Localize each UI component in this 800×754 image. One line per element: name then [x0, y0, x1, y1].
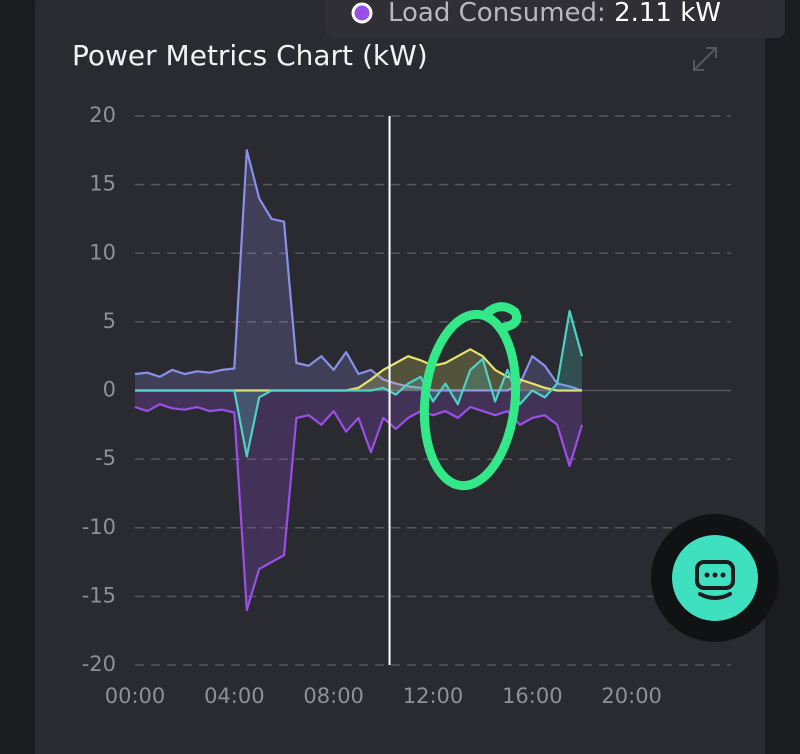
- series-area: [135, 349, 582, 391]
- bot-mouth: [698, 592, 732, 600]
- hand-drawn-circle: [419, 309, 521, 491]
- x-tick-label: 16:00: [502, 684, 563, 708]
- card: [35, 0, 765, 754]
- chart-title: Power Metrics Chart (kW): [72, 39, 428, 72]
- series-line: [135, 309, 584, 458]
- expand-icon[interactable]: [693, 47, 717, 71]
- x-tick-label: 20:00: [601, 684, 662, 708]
- chat-button[interactable]: [651, 514, 779, 642]
- x-tick-label: 00:00: [105, 684, 166, 708]
- x-tick-label: 08:00: [303, 684, 364, 708]
- bot-eye: [720, 572, 726, 578]
- tooltip: Load Consumed: 2.11 kW: [325, 0, 785, 38]
- y-tick-label: 20: [89, 103, 116, 127]
- series-area: [135, 150, 582, 391]
- bot-eye: [712, 572, 718, 578]
- tooltip-label-text: Load Consumed:: [388, 0, 606, 28]
- x-tick-label: 12:00: [403, 684, 464, 708]
- y-tick-label: 10: [89, 240, 116, 264]
- tooltip-value: 2.11 kW: [614, 0, 721, 28]
- bot-icon: [695, 560, 735, 590]
- y-tick-label: -15: [82, 583, 116, 607]
- series-line: [134, 403, 584, 612]
- y-tick-label: -10: [82, 515, 116, 539]
- hand-drawn-stroke: [480, 302, 522, 333]
- y-tick-label: -20: [82, 652, 116, 676]
- x-tick-label: 04:00: [204, 684, 265, 708]
- series-area: [135, 390, 582, 611]
- tooltip-dot: [351, 2, 373, 24]
- series-area: [135, 310, 582, 457]
- y-tick-label: 5: [103, 309, 116, 333]
- y-tick-label: 15: [89, 172, 116, 196]
- bot-eye: [704, 572, 710, 578]
- y-tick-label: 0: [103, 378, 116, 402]
- y-tick-label: -5: [95, 446, 116, 470]
- tooltip-box: [325, 0, 785, 38]
- tooltip-label: Load Consumed: 2.11 kW: [388, 0, 721, 28]
- series-line: [134, 149, 583, 392]
- chat-button-face[interactable]: [672, 535, 758, 621]
